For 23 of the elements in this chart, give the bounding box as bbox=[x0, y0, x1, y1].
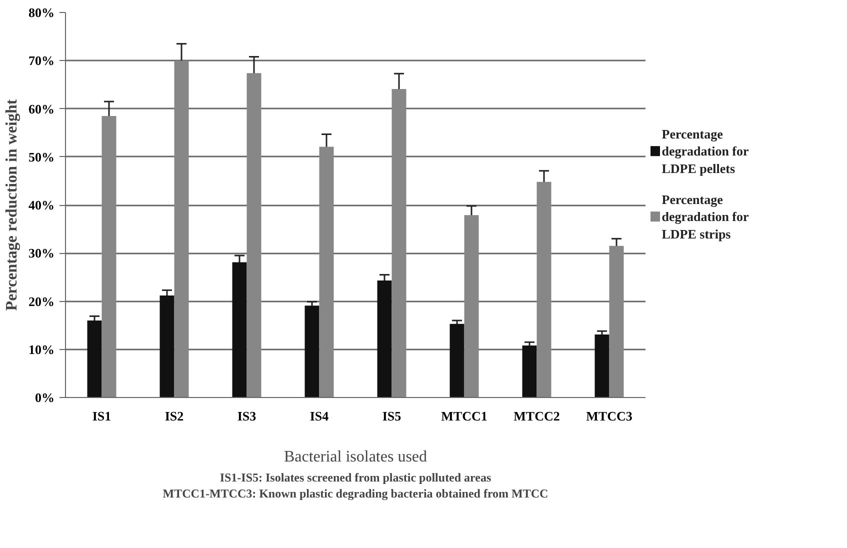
x-tick-label: IS3 bbox=[237, 408, 257, 424]
y-axis-title: Percentage reduction in weight bbox=[4, 98, 20, 311]
legend-label: Percentage degradation for LDPE strips bbox=[662, 192, 749, 242]
y-tick-label: 0% bbox=[35, 390, 54, 405]
x-tick-label: IS1 bbox=[92, 408, 112, 424]
y-tick-label: 10% bbox=[28, 342, 54, 357]
x-axis-title: Bacterial isolates used bbox=[284, 448, 428, 466]
y-tick-label: 70% bbox=[28, 53, 54, 68]
y-tick-label: 20% bbox=[28, 294, 54, 309]
x-tick-label: IS4 bbox=[310, 408, 330, 424]
y-tick-label: 40% bbox=[28, 198, 54, 212]
x-tick-label: MTCC3 bbox=[586, 408, 633, 424]
x-tick-label: IS5 bbox=[382, 408, 402, 424]
y-tick-label: 50% bbox=[28, 149, 54, 164]
x-tick-label: IS2 bbox=[164, 408, 184, 424]
text: MTCC1-MTCC3: Known plastic degrading bacteria obtained from MTCC bbox=[162, 486, 548, 500]
y-tick-label: 60% bbox=[28, 101, 54, 116]
x-tick-label: MTCC1 bbox=[441, 408, 488, 424]
legend-label: Percentage degradation for LDPE pellets bbox=[662, 126, 749, 176]
text: IS1-IS5: Isolates screened from plastic polluted areas bbox=[220, 470, 492, 484]
y-tick-label: 30% bbox=[28, 246, 54, 261]
y-tick-label: 80% bbox=[28, 5, 54, 20]
x-tick-label: MTCC2 bbox=[514, 408, 560, 424]
